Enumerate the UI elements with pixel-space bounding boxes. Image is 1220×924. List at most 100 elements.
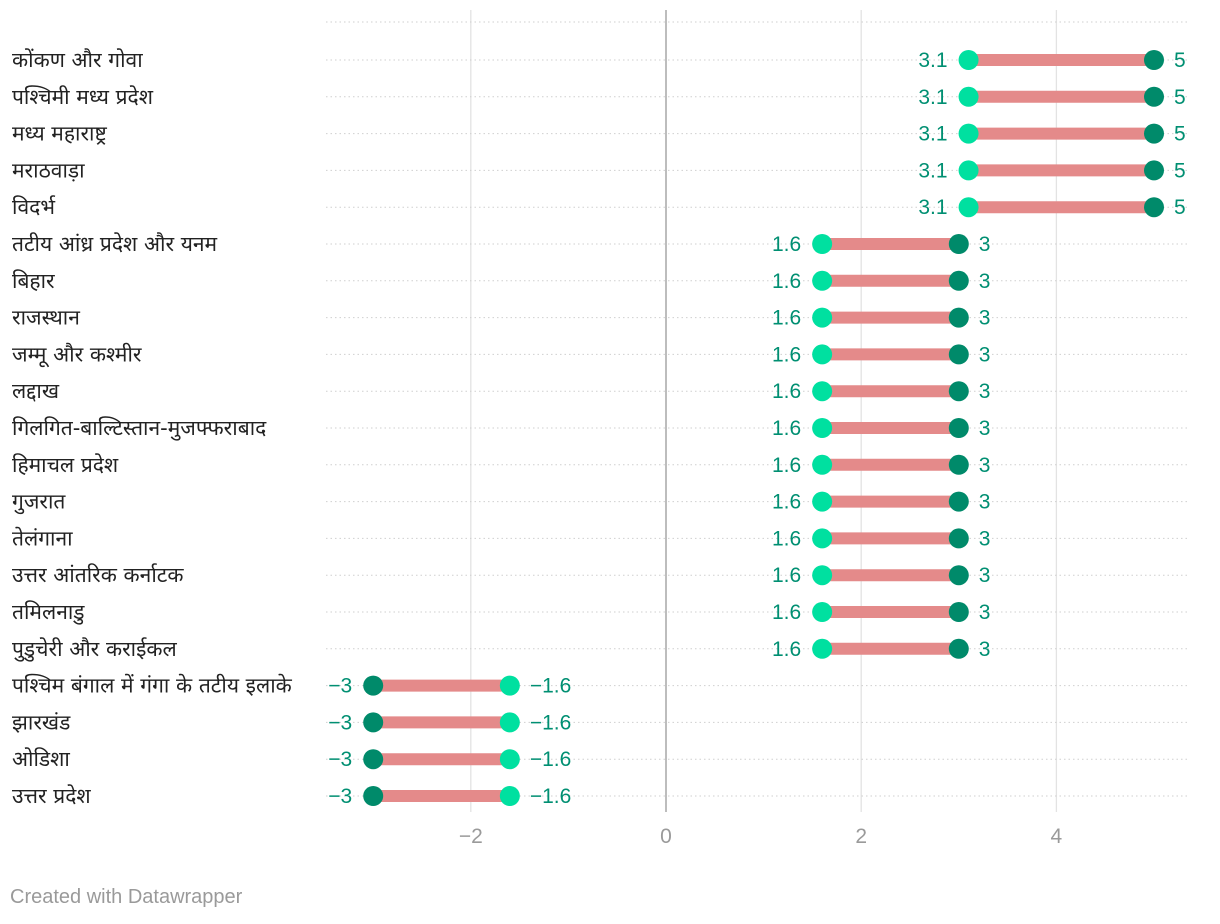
value-label-low: 3.1 (918, 49, 947, 72)
value-label-high: 3 (979, 491, 991, 514)
value-label-low: 3.1 (918, 86, 947, 109)
value-label-high: −1.6 (530, 711, 571, 734)
row-label: पुडुचेरी और कराईकल (12, 637, 178, 662)
row-label: ओडिशा (12, 747, 70, 771)
dot-light (812, 528, 833, 549)
value-label-low: 1.6 (772, 527, 801, 550)
row-label: गिलगित-बाल्टिस्तान-मुजफ्फराबाद (12, 416, 267, 441)
value-label-low: 1.6 (772, 380, 801, 403)
dot-dark (363, 675, 384, 696)
value-label-low: 1.6 (772, 233, 801, 256)
dot-light (499, 786, 520, 806)
value-label-low: 1.6 (772, 564, 801, 587)
row-label: बिहार (12, 269, 55, 293)
row-label: मध्य महाराष्ट्र (12, 122, 107, 146)
row-labels: कोंकण और गोवा पश्चिमी मध्य प्रदेश मध्य महा… (12, 48, 293, 808)
row-label: उत्तर प्रदेश (12, 784, 91, 808)
value-label-low: 3.1 (918, 123, 947, 146)
row-label: पश्चिम बंगाल में गंगा के तटीय इलाके (12, 674, 293, 698)
dot-dark (948, 528, 969, 549)
dot-light (499, 712, 520, 733)
dot-light (812, 491, 833, 512)
dot-dark (1144, 123, 1164, 144)
dot-dark (948, 344, 969, 365)
dot-light (812, 234, 833, 254)
dot-dark (948, 418, 969, 438)
x-tick-label: 2 (855, 825, 867, 848)
x-axis-tick-labels: −2 0 2 4 (459, 825, 1063, 848)
dot-dark (948, 491, 969, 512)
dot-light (958, 86, 979, 107)
row-label: पश्चिमी मध्य प्रदेश (12, 85, 154, 109)
row-label: झारखंड (12, 710, 71, 734)
value-label-low: −3 (328, 785, 352, 808)
value-label-low: 1.6 (772, 307, 801, 330)
value-label-high: 3 (979, 454, 991, 477)
dot-light (812, 565, 833, 586)
value-label-low: 1.6 (772, 270, 801, 293)
row-label: कोंकण और गोवा (12, 48, 143, 72)
dot-light (812, 344, 833, 365)
value-label-high: 3 (979, 270, 991, 293)
row-label: तेलंगाना (12, 526, 73, 550)
value-label-high: 5 (1174, 49, 1186, 72)
dot-light (499, 675, 520, 696)
value-label-high: −1.6 (530, 748, 571, 771)
dot-light (499, 749, 520, 770)
value-labels: 3.1 5 3.1 5 3.1 5 3.1 5 3.1 5 1.6 3 1.6 3 1.6 3 1.6 3 1.6 3… (328, 49, 1185, 808)
dot-dark (948, 454, 969, 475)
dot-light (958, 197, 979, 218)
row-label: मराठवाड़ा (12, 158, 85, 182)
dot-dark (948, 234, 969, 254)
dot-dark (948, 565, 969, 586)
value-label-low: 1.6 (772, 601, 801, 624)
connector-bars (373, 54, 1154, 802)
value-label-high: 3 (979, 638, 991, 661)
row-label: हिमाचल प्रदेश (12, 453, 119, 477)
dot-light (812, 454, 833, 475)
dot-light (812, 418, 833, 438)
dot-dark (363, 712, 384, 733)
dot-light (812, 307, 833, 328)
row-label: लद्दाख (12, 379, 60, 403)
dot-light (812, 270, 833, 291)
value-label-high: −1.6 (530, 675, 571, 698)
value-label-high: 5 (1174, 86, 1186, 109)
row-label: गुजरात (12, 490, 66, 515)
value-label-high: 3 (979, 417, 991, 440)
row-label: राजस्थान (12, 306, 80, 330)
value-label-low: 1.6 (772, 638, 801, 661)
value-label-high: 5 (1174, 196, 1186, 219)
dot-dark (948, 602, 969, 622)
value-label-low: 1.6 (772, 454, 801, 477)
data-dots (363, 50, 1164, 806)
value-label-low: 1.6 (772, 417, 801, 440)
dot-dark (948, 638, 969, 659)
dot-dark (363, 749, 384, 770)
dot-light (812, 381, 833, 402)
x-tick-label: 0 (660, 825, 672, 848)
dot-dark (948, 270, 969, 291)
value-label-high: 3 (979, 601, 991, 624)
dot-light (958, 160, 979, 181)
dot-light (812, 638, 833, 659)
value-label-low: −3 (328, 675, 352, 698)
value-label-high: 3 (979, 380, 991, 403)
row-label: विदर्भ (12, 195, 56, 219)
dot-dark (1144, 197, 1164, 218)
dot-light (812, 602, 833, 622)
datawrapper-credit: Created with Datawrapper (10, 886, 243, 908)
dot-dark (948, 307, 969, 328)
value-label-high: 3 (979, 343, 991, 366)
row-label: उत्तर आंतरिक कर्नाटक (12, 563, 184, 587)
value-label-high: 3 (979, 527, 991, 550)
x-tick-label: −2 (459, 825, 483, 848)
value-label-low: 1.6 (772, 491, 801, 514)
value-label-high: −1.6 (530, 785, 571, 808)
gridlines (470, 10, 1058, 812)
value-label-high: 3 (979, 233, 991, 256)
value-label-low: −3 (328, 711, 352, 734)
row-label: जम्मू और कश्मीर (12, 342, 142, 367)
dot-dark (1144, 160, 1164, 181)
